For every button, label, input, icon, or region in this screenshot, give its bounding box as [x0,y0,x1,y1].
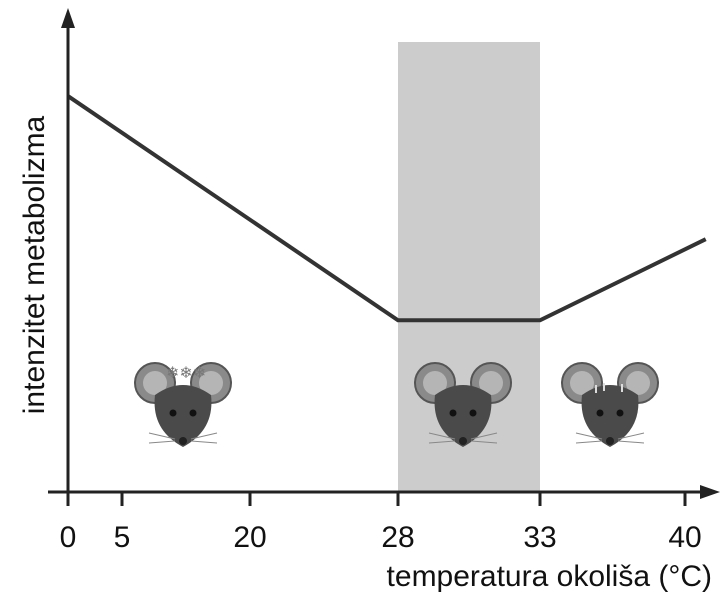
mouse-icon: ❄❄❄ [134,362,232,448]
svg-text:❄❄❄: ❄❄❄ [166,365,206,382]
x-tick-label: 0 [60,521,77,554]
mouse-icon [561,362,659,448]
metabolism-line [66,94,707,323]
y-axis-label: intenzitet metabolizma [18,115,51,414]
x-tick-label: 28 [381,521,414,554]
x-axis-label: temperatura okoliša (°C) [387,560,712,593]
x-tick-label: 33 [523,521,556,554]
x-tick-label: 20 [233,521,266,554]
x-tick-label: 40 [668,521,701,554]
x-axis-arrow [700,485,720,499]
x-tick-label: 5 [114,521,131,554]
y-axis-arrow [61,8,75,28]
line-layer [66,94,707,323]
